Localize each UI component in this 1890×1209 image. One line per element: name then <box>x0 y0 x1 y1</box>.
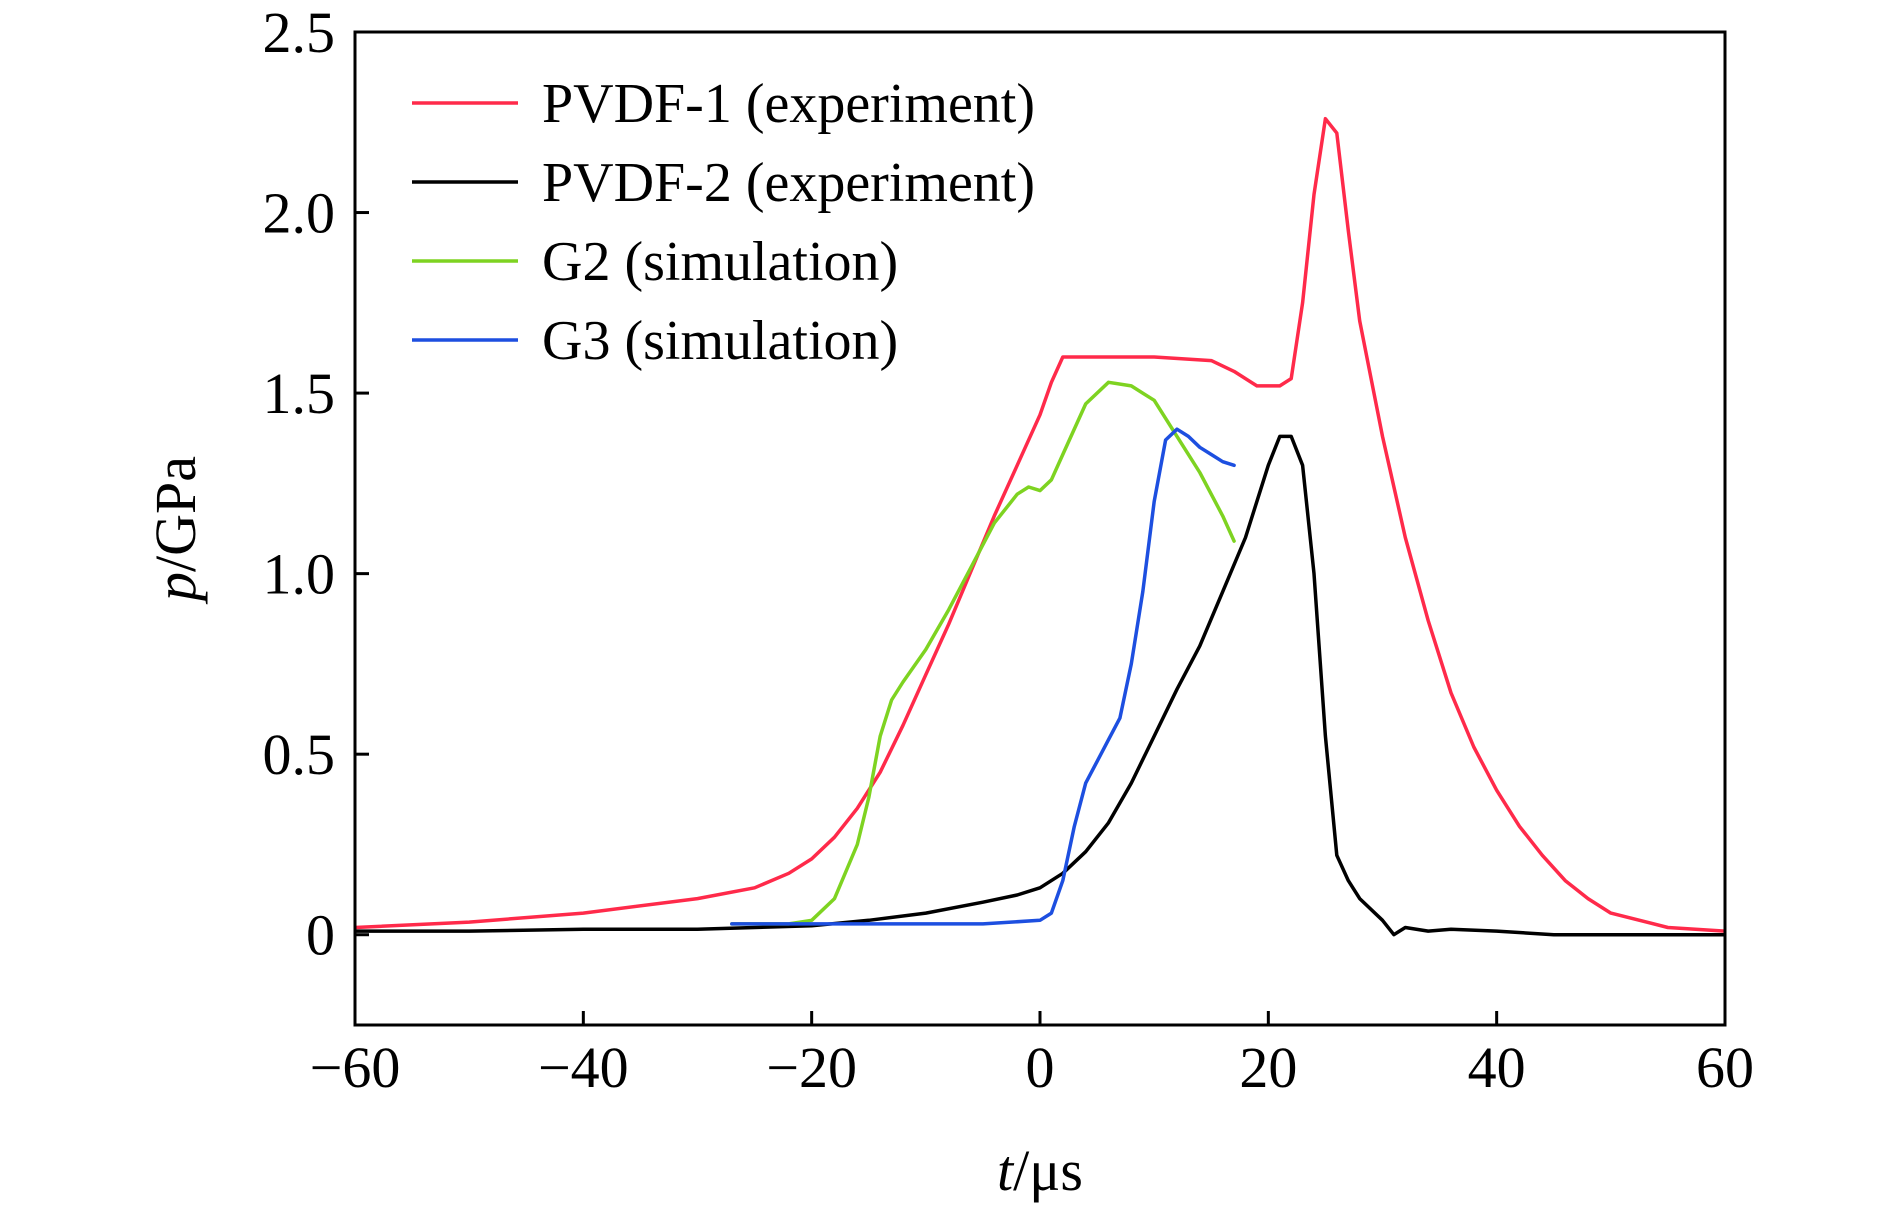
y-tick-label: 1.5 <box>263 361 336 426</box>
series-line-3 <box>730 380 1236 926</box>
legend: PVDF-1 (experiment) PVDF-2 (experiment) G2… <box>412 73 1035 372</box>
legend-label-3: G2 (simulation) <box>542 231 898 293</box>
legend-label-4: G3 (simulation) <box>542 310 898 372</box>
legend-label-2: PVDF-2 (experiment) <box>542 152 1035 214</box>
series-layer <box>355 116 1725 937</box>
legend-label-1: PVDF-1 (experiment) <box>542 73 1035 135</box>
y-tick-label: 1.0 <box>263 542 336 607</box>
x-tick-label: −60 <box>310 1035 401 1100</box>
y-axis-label: p/GPa <box>143 456 208 605</box>
series-line-2 <box>355 434 1725 937</box>
x-axis-label-var: t <box>997 1138 1015 1203</box>
series-line-4 <box>730 427 1236 926</box>
y-tick-label: 2.0 <box>263 181 336 246</box>
ticks-layer: −60 −40 −20 0 20 40 60 0 0.5 1.0 1.5 2.0 2.5 <box>263 0 1755 1100</box>
y-tick-label: 2.5 <box>263 0 336 65</box>
x-axis-label: t/μs <box>997 1138 1083 1203</box>
x-tick-label: 20 <box>1239 1035 1297 1100</box>
x-tick-label: −40 <box>538 1035 629 1100</box>
x-tick-label: 0 <box>1026 1035 1055 1100</box>
series-line-1 <box>355 116 1725 933</box>
x-tick-label: 60 <box>1696 1035 1754 1100</box>
y-axis-label-var: p <box>143 572 208 605</box>
x-axis-label-unit: /μs <box>1013 1138 1083 1203</box>
y-tick-label: 0.5 <box>263 722 336 787</box>
x-tick-label: 40 <box>1468 1035 1526 1100</box>
y-axis-label-unit: /GPa <box>143 456 208 572</box>
y-tick-label: 0 <box>306 903 335 968</box>
x-tick-label: −20 <box>766 1035 857 1100</box>
